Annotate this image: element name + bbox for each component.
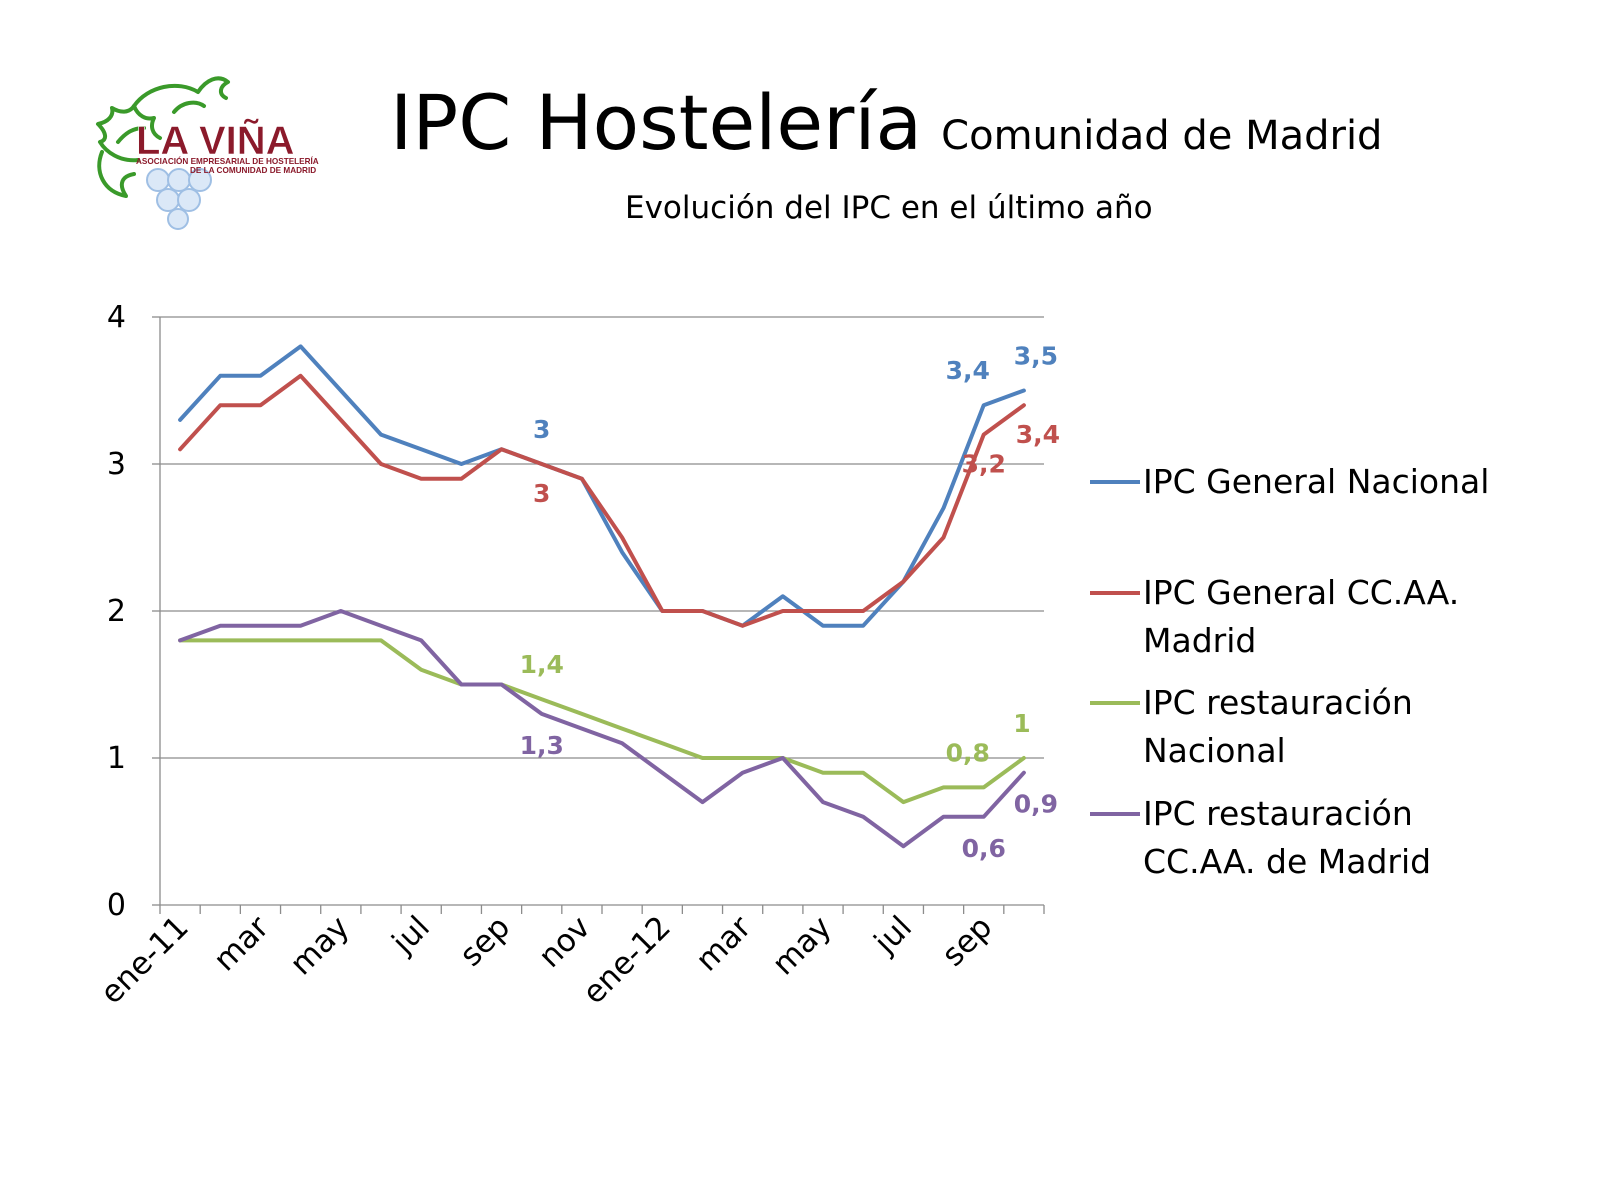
data-label: 1,4 bbox=[520, 650, 564, 679]
axes bbox=[152, 316, 1045, 914]
y-tick-label: 0 bbox=[107, 888, 126, 923]
x-tick-label: ene-11 bbox=[94, 909, 196, 1011]
legend-label-2: Nacional bbox=[1143, 731, 1286, 770]
legend-item-restauracion-madrid: IPC restauración CC.AA. de Madrid bbox=[1090, 790, 1590, 886]
data-label: 3,4 bbox=[946, 356, 990, 385]
legend-label-2: Madrid bbox=[1143, 621, 1257, 660]
title-suffix: Comunidad de Madrid bbox=[941, 113, 1383, 159]
legend-swatch bbox=[1090, 812, 1140, 816]
legend-label-2: CC.AA. de Madrid bbox=[1143, 842, 1432, 881]
x-tick-label: sep bbox=[453, 909, 517, 973]
legend-label: IPC restauración bbox=[1143, 683, 1413, 722]
logo-tagline-1: ASOCIACIÓN EMPRESARIAL DE HOSTELERÍA bbox=[136, 155, 319, 166]
series-line-2 bbox=[178, 373, 1026, 628]
x-tick-label: mar bbox=[207, 909, 276, 978]
grid bbox=[160, 316, 1044, 759]
x-tick-label: mar bbox=[689, 909, 758, 978]
y-tick-label: 3 bbox=[107, 447, 126, 482]
legend-label: IPC restauración bbox=[1143, 794, 1413, 833]
logo-tagline-2: DE LA COMUNIDAD DE MADRID bbox=[190, 166, 316, 175]
legend-item-restauracion-nacional: IPC restauración Nacional bbox=[1090, 679, 1590, 775]
grape-leaf-icon bbox=[96, 76, 230, 198]
legend-label: IPC General CC.AA. bbox=[1143, 573, 1460, 612]
legend-item-general-nacional: IPC General Nacional bbox=[1090, 458, 1590, 506]
x-tick-label: may bbox=[283, 909, 356, 982]
grapes-icon bbox=[146, 168, 212, 230]
logo-name: LA VIÑA bbox=[136, 117, 295, 163]
y-tick-label: 1 bbox=[107, 741, 126, 776]
series-line-1 bbox=[178, 344, 1026, 628]
y-tick-label: 4 bbox=[107, 300, 126, 335]
x-tick-label: ene-12 bbox=[576, 909, 678, 1011]
page-title: IPC Hostelería Comunidad de Madrid bbox=[390, 78, 1382, 167]
series-line-3 bbox=[178, 638, 1026, 805]
legend-label: IPC General Nacional bbox=[1143, 462, 1490, 501]
data-label: 3 bbox=[533, 479, 550, 508]
series-group bbox=[178, 344, 1026, 849]
data-label: 3 bbox=[533, 415, 550, 444]
data-label: 0,8 bbox=[946, 738, 990, 767]
data-label: 0,9 bbox=[1014, 790, 1058, 819]
legend-swatch bbox=[1090, 480, 1140, 484]
legend-swatch bbox=[1090, 591, 1140, 595]
data-label: 0,6 bbox=[962, 834, 1006, 863]
data-label: 1,3 bbox=[520, 731, 564, 760]
data-labels: 3 3,4 3,5 3 3,2 3,4 1,4 0,8 1 1,3 0,6 0,9 bbox=[520, 342, 1060, 863]
la-vina-logo: LA VIÑA ASOCIACIÓN EMPRESARIAL DE HOSTEL… bbox=[96, 76, 319, 230]
legend-swatch bbox=[1090, 701, 1140, 705]
x-tick-label: may bbox=[765, 909, 838, 982]
data-label: 3,5 bbox=[1014, 342, 1058, 371]
x-tick-label: nov bbox=[532, 909, 598, 975]
y-tick-label: 2 bbox=[107, 594, 126, 629]
series-line-4 bbox=[178, 609, 1026, 849]
data-label: 1 bbox=[1013, 709, 1030, 738]
title-main: IPC Hostelería bbox=[390, 78, 923, 167]
x-tick-label: sep bbox=[935, 909, 999, 973]
page-subtitle: Evolución del IPC en el último año bbox=[625, 190, 1153, 226]
data-label: 3,4 bbox=[1016, 420, 1060, 449]
legend-item-general-madrid: IPC General CC.AA. Madrid bbox=[1090, 569, 1590, 665]
x-tick-label: jul bbox=[867, 909, 919, 961]
x-tick-label: jul bbox=[385, 909, 437, 961]
data-label: 3,2 bbox=[962, 450, 1006, 479]
